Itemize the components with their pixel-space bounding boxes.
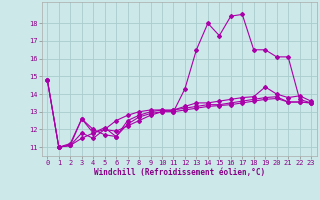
X-axis label: Windchill (Refroidissement éolien,°C): Windchill (Refroidissement éolien,°C) [94,168,265,177]
